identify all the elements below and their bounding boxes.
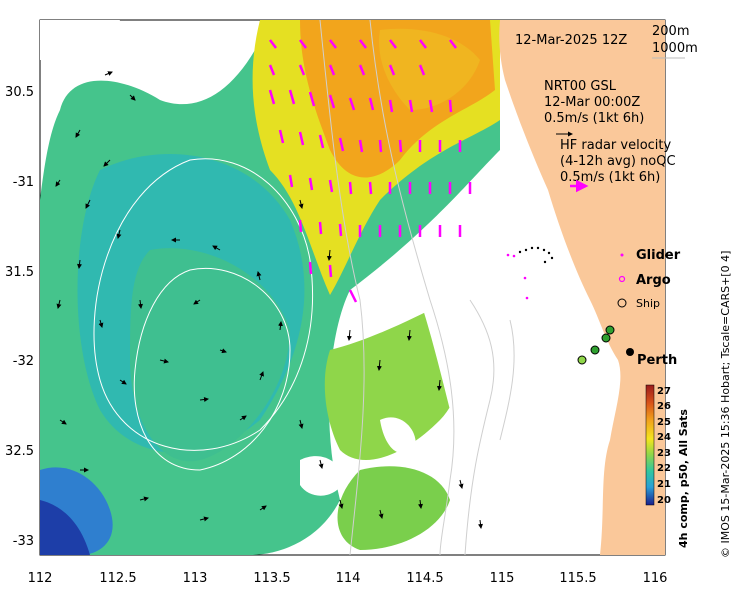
argo-legend-icon [618, 275, 626, 283]
city-label-perth: Perth [637, 353, 677, 368]
x-tick: 113 [183, 571, 208, 586]
isotherms [93, 158, 313, 471]
y-tick: -33 [13, 534, 34, 549]
plot-area [39, 19, 666, 556]
legend-glider: Glider [636, 248, 681, 263]
hf-avg: (4-12h avg) noQC [560, 154, 676, 169]
colorbar-title: 4h comp, p50, All Sats [677, 409, 690, 548]
nrt-title: NRT00 GSL [544, 79, 617, 94]
cb-tick-21: 21 [657, 479, 671, 490]
legend-argo: Argo [636, 273, 671, 288]
y-tick: -31 [13, 175, 34, 190]
x-tick: 112.5 [99, 571, 136, 586]
date-label: 12-Mar-2025 12Z [515, 33, 627, 48]
credit-text: © IMOS 15-Mar-2025 15:36 Hobart; Tscale=… [719, 251, 732, 558]
x-tick: 116 [643, 571, 668, 586]
glider-legend-icon [620, 253, 624, 257]
cb-tick-22: 22 [657, 463, 671, 474]
y-tick: -32 [13, 354, 34, 369]
x-tick: 114.5 [406, 571, 443, 586]
land-mass [499, 20, 665, 555]
glider-track [518, 246, 554, 264]
y-tick: 31.5 [5, 265, 34, 280]
nrt-scale: 0.5m/s (1kt 6h) [544, 111, 644, 126]
hf-radar-arrows [268, 39, 472, 303]
x-tick: 113.5 [253, 571, 290, 586]
nrt-time: 12-Mar 00:00Z [544, 95, 640, 110]
cb-tick-27: 27 [657, 386, 671, 397]
colorbar: 27 26 25 24 23 22 21 20 4h comp, p50, Al… [645, 384, 690, 548]
bathymetry-contours [319, 19, 515, 556]
cb-tick-26: 26 [657, 401, 671, 412]
x-tick: 115 [490, 571, 515, 586]
hf-title: HF radar velocity [560, 138, 672, 153]
y-tick: 32.5 [5, 444, 34, 459]
contour-label-200m: 200m [652, 24, 689, 39]
y-axis: 30.5 -31 31.5 -32 32.5 -33 [5, 85, 34, 549]
cb-tick-24: 24 [657, 432, 671, 443]
ship-legend-icon [617, 298, 627, 308]
x-tick: 114 [336, 571, 361, 586]
x-tick: 112 [28, 571, 53, 586]
perth-marker [626, 348, 634, 356]
ship-markers [577, 325, 615, 365]
hf-scale: 0.5m/s (1kt 6h) [560, 170, 660, 185]
x-tick: 115.5 [559, 571, 596, 586]
cb-tick-20: 20 [657, 495, 671, 506]
legend-ship: Ship [636, 297, 660, 310]
glider-markers [506, 253, 529, 300]
contour-label-1000m: 1000m [652, 41, 698, 56]
cb-tick-23: 23 [657, 448, 671, 459]
cb-tick-25: 25 [657, 417, 671, 428]
y-tick: 30.5 [5, 85, 34, 100]
model-current-arrows [55, 71, 483, 529]
x-axis: 112 112.5 113 113.5 114 114.5 115 115.5 … [28, 571, 668, 586]
